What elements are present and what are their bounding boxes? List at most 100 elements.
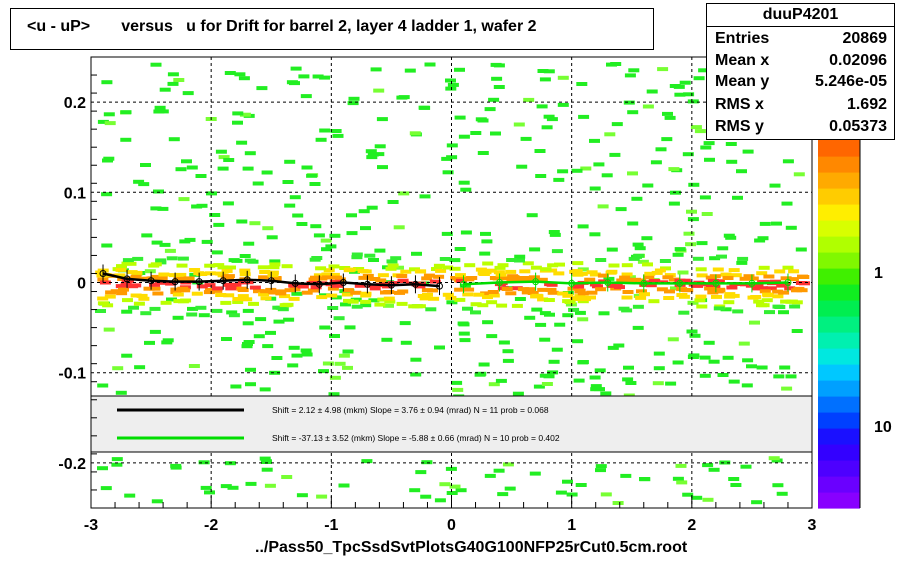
heatmap-core-cell	[433, 263, 445, 268]
heatmap-core-cell	[662, 275, 674, 280]
data-point	[604, 279, 612, 286]
heatmap-cell	[609, 152, 621, 157]
heatmap-core-cell	[695, 267, 707, 272]
heatmap-cell	[162, 338, 174, 343]
palette-segment	[818, 428, 860, 445]
x-tick-label: 1	[567, 517, 576, 534]
heatmap-cell	[101, 243, 113, 248]
heatmap-cell	[101, 80, 113, 85]
heatmap-cell	[368, 258, 379, 262]
heatmap-cell	[769, 183, 781, 188]
heatmap-cell	[154, 105, 166, 110]
heatmap-core-cell	[531, 293, 543, 298]
heatmap-cell	[284, 203, 296, 208]
heatmap-cell	[703, 340, 715, 345]
heatmap-cell	[399, 321, 411, 326]
heatmap-core-cell	[524, 287, 536, 292]
heatmap-cell	[754, 238, 766, 243]
heatmap-core-cell	[116, 264, 127, 269]
heatmap-core-cell	[584, 277, 596, 282]
x-axis-label: ../Pass50_TpcSsdSvtPlotsG40G100NFP25rCut…	[255, 539, 688, 556]
heatmap-cell	[239, 112, 251, 117]
heatmap-core-cell	[473, 292, 485, 297]
heatmap-core-cell	[692, 256, 704, 261]
heatmap-cell	[576, 82, 588, 86]
heatmap-core-cell	[694, 298, 706, 303]
heatmap-cell	[376, 117, 388, 122]
heatmap-core-cell	[423, 273, 435, 278]
heatmap-cell	[562, 479, 573, 484]
heatmap-cell	[344, 325, 356, 330]
heatmap-cell	[736, 169, 747, 174]
heatmap-core-cell	[482, 261, 494, 266]
heatmap-cell	[253, 334, 265, 339]
heatmap-core-cell	[709, 274, 721, 279]
heatmap-cell	[252, 181, 264, 186]
heatmap-cell	[709, 256, 721, 261]
heatmap-cell	[319, 325, 331, 330]
heatmap-core-cell	[362, 273, 374, 278]
heatmap-core-cell	[182, 278, 194, 283]
heatmap-core-cell	[621, 272, 633, 277]
data-point	[748, 279, 756, 287]
heatmap-cell	[493, 85, 505, 89]
heatmap-cell	[670, 286, 681, 291]
heatmap-core-cell	[645, 283, 657, 288]
data-point	[676, 279, 684, 287]
heatmap-cell	[312, 74, 324, 79]
heatmap-core-cell	[511, 303, 523, 308]
heatmap-cell	[454, 67, 465, 72]
heatmap-core-cell	[165, 281, 177, 286]
stats-value: 20869	[842, 30, 888, 47]
heatmap-cell	[288, 345, 300, 350]
heatmap-cell	[529, 471, 541, 476]
heatmap-core-cell	[257, 265, 269, 270]
heatmap-core-cell	[682, 288, 694, 293]
heatmap-cell	[685, 242, 697, 247]
heatmap-core-cell	[394, 290, 405, 295]
heatmap-cell	[498, 340, 510, 345]
heatmap-core-cell	[166, 256, 178, 261]
heatmap-cell	[262, 226, 274, 231]
heatmap-core-cell	[313, 273, 325, 278]
heatmap-cell	[475, 117, 487, 122]
heatmap-cell	[669, 84, 681, 88]
heatmap-cell	[672, 476, 684, 481]
data-point	[712, 279, 720, 287]
heatmap-core-cell	[480, 291, 492, 296]
heatmap-cell	[410, 372, 422, 377]
heatmap-cell	[776, 491, 788, 496]
heatmap-core-cell	[301, 290, 313, 295]
heatmap-core-cell	[310, 275, 321, 280]
heatmap-cell	[309, 182, 321, 186]
heatmap-core-cell	[204, 283, 216, 288]
heatmap-cell	[637, 259, 649, 264]
heatmap-cell	[360, 303, 372, 308]
heatmap-core-cell	[387, 263, 399, 268]
heatmap-core-cell	[606, 283, 618, 288]
heatmap-cell	[623, 365, 634, 370]
title-box: <u - uP> versus u for Drift for barrel 2…	[10, 8, 654, 50]
stats-value: 1.692	[846, 96, 887, 113]
heatmap-cell	[368, 298, 380, 303]
heatmap-cell	[138, 182, 150, 187]
data-point	[784, 279, 792, 286]
heatmap-core-cell	[477, 303, 489, 308]
heatmap-cell	[785, 225, 797, 230]
legend-text: Shift = -37.13 ± 3.52 (mkm) Slope = -5.8…	[272, 433, 560, 443]
heatmap-core-cell	[595, 258, 607, 262]
heatmap-cell	[597, 204, 609, 209]
heatmap-core-cell	[223, 274, 235, 279]
heatmap-core-cell	[753, 299, 765, 304]
heatmap-cell	[534, 149, 546, 153]
heatmap-cell	[600, 492, 612, 497]
palette-segment	[818, 316, 860, 333]
heatmap-cell	[594, 368, 606, 373]
heatmap-cell	[243, 241, 255, 246]
y-tick-label: -0.1	[58, 366, 86, 383]
heatmap-cell	[493, 63, 505, 68]
stats-value: 5.246e-05	[814, 73, 887, 90]
heatmap-cell	[291, 291, 303, 296]
